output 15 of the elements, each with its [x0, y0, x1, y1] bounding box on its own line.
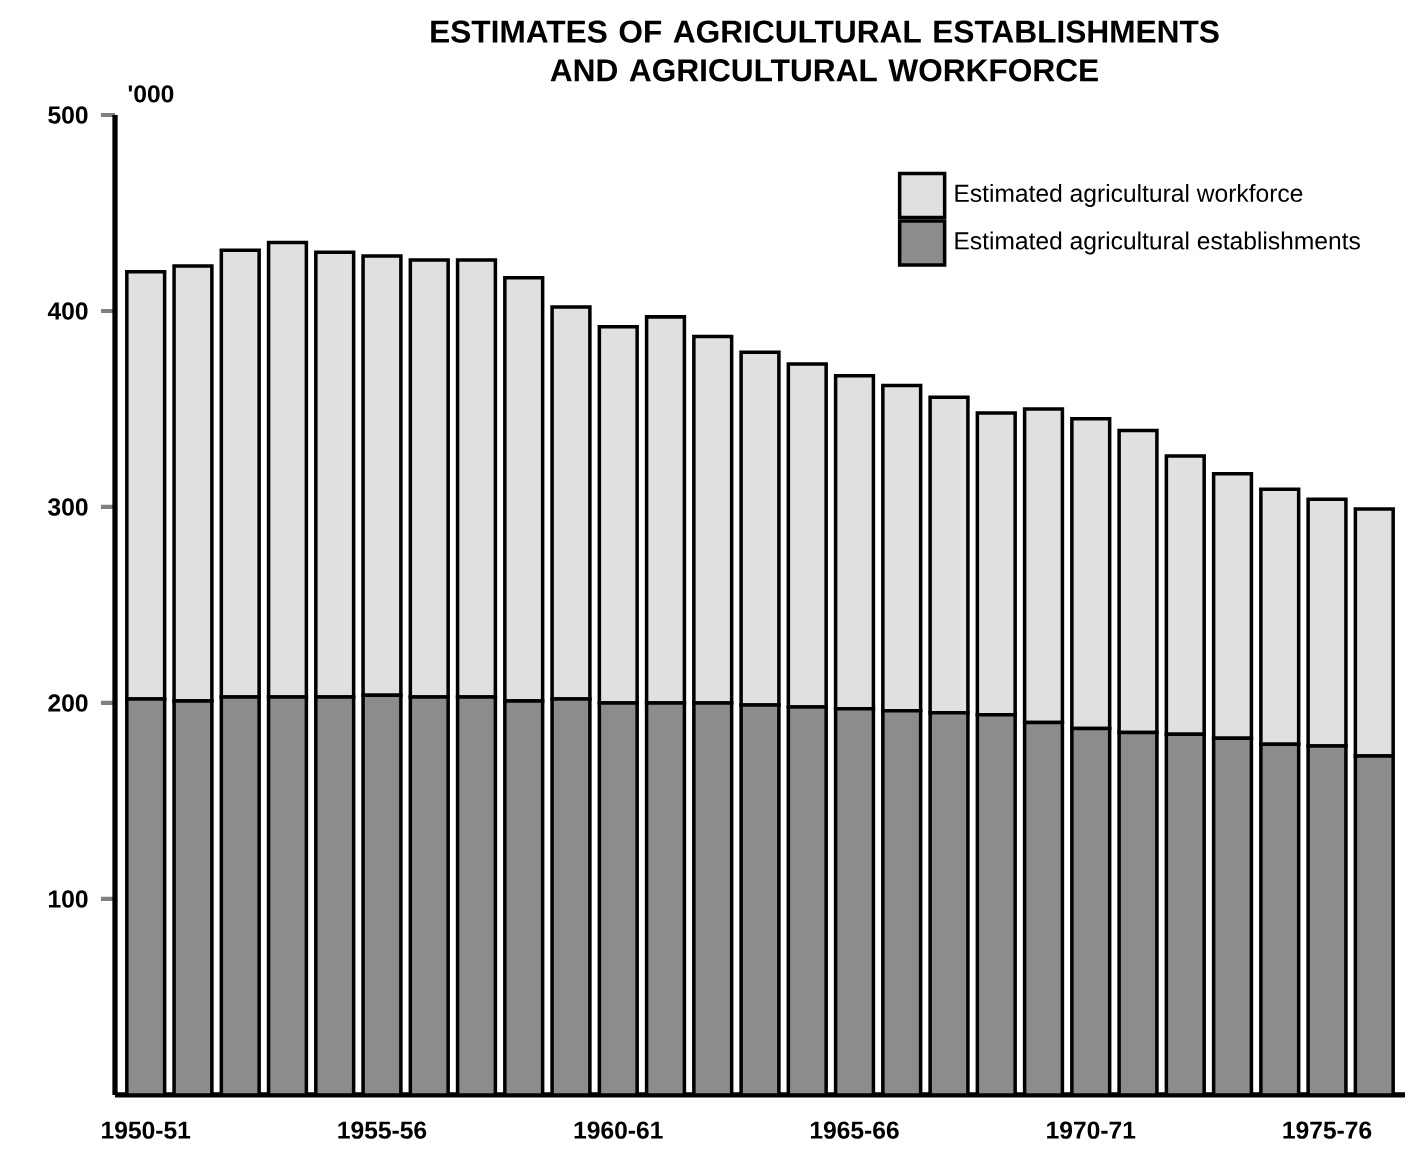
legend-label: Estimated agricultural establishments — [955, 231, 1360, 255]
legend-label: Estimated agricultural workforce — [955, 183, 1303, 207]
y-tick-label: 300 — [48, 498, 88, 516]
y-tick-label: 400 — [47, 302, 88, 320]
y-axis-title: '000 — [128, 85, 174, 103]
x-tick-label: 1975-76 — [1283, 1121, 1372, 1139]
chart-title: ESTIMATES OF AGRICULTURAL ESTABLISHMENTS AND AGRICULTURAL WORKFORCE — [431, 20, 1219, 82]
x-tick-label: 1960-61 — [574, 1121, 663, 1139]
y-tick-label: 500 — [48, 106, 88, 124]
x-tick-label: 1965-66 — [810, 1121, 899, 1139]
y-tick-label: 200 — [48, 694, 88, 712]
x-tick-label: 1950-51 — [102, 1121, 191, 1139]
x-tick-label: 1955-56 — [338, 1121, 427, 1139]
x-tick-label: 1970-71 — [1047, 1121, 1136, 1139]
y-tick-label: 100 — [49, 890, 88, 908]
